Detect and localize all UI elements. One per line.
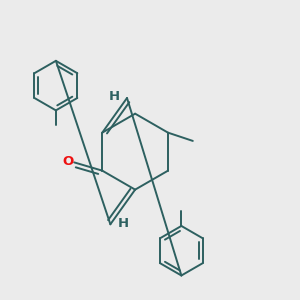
- Text: H: H: [109, 91, 120, 103]
- Text: H: H: [117, 217, 128, 230]
- Text: O: O: [63, 155, 74, 168]
